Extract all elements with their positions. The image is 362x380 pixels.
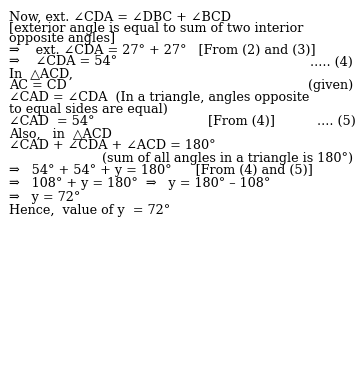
Text: In  △ACD,: In △ACD,: [9, 68, 73, 81]
Text: ..... (4): ..... (4): [310, 55, 353, 68]
Text: (given): (given): [308, 79, 353, 92]
Text: .... (5): .... (5): [317, 115, 355, 128]
Text: ∠CAD + ∠CDA + ∠ACD = 180°: ∠CAD + ∠CDA + ∠ACD = 180°: [9, 139, 216, 152]
Text: (sum of all angles in a triangle is 180°): (sum of all angles in a triangle is 180°…: [102, 152, 353, 165]
Text: opposite angles]: opposite angles]: [9, 32, 115, 45]
Text: to equal sides are equal): to equal sides are equal): [9, 103, 168, 116]
Text: ⇒   108° + y = 180°  ⇒   y = 180° – 108°: ⇒ 108° + y = 180° ⇒ y = 180° – 108°: [9, 177, 270, 190]
Text: AC = CD: AC = CD: [9, 79, 67, 92]
Text: Hence,  value of y  = 72°: Hence, value of y = 72°: [9, 204, 170, 217]
Text: ⇒   54° + 54° + y = 180°      [From (4) and (5)]: ⇒ 54° + 54° + y = 180° [From (4) and (5)…: [9, 164, 313, 177]
Text: ∠CAD = ∠CDA  (In a triangle, angles opposite: ∠CAD = ∠CDA (In a triangle, angles oppos…: [9, 91, 310, 104]
Text: [exterior angle is equal to sum of two interior: [exterior angle is equal to sum of two i…: [9, 22, 303, 35]
Text: ⇒   y = 72°: ⇒ y = 72°: [9, 191, 80, 204]
Text: ⇒    ∠CDA = 54°: ⇒ ∠CDA = 54°: [9, 55, 117, 68]
Text: [From (4)]: [From (4)]: [208, 115, 275, 128]
Text: Also,   in  △ACD: Also, in △ACD: [9, 127, 112, 140]
Text: Now, ext. ∠CDA = ∠DBC + ∠BCD: Now, ext. ∠CDA = ∠DBC + ∠BCD: [9, 11, 231, 24]
Text: ∠CAD  = 54°: ∠CAD = 54°: [9, 115, 94, 128]
Text: ⇒    ext. ∠CDA = 27° + 27°   [From (2) and (3)]: ⇒ ext. ∠CDA = 27° + 27° [From (2) and (3…: [9, 44, 316, 57]
